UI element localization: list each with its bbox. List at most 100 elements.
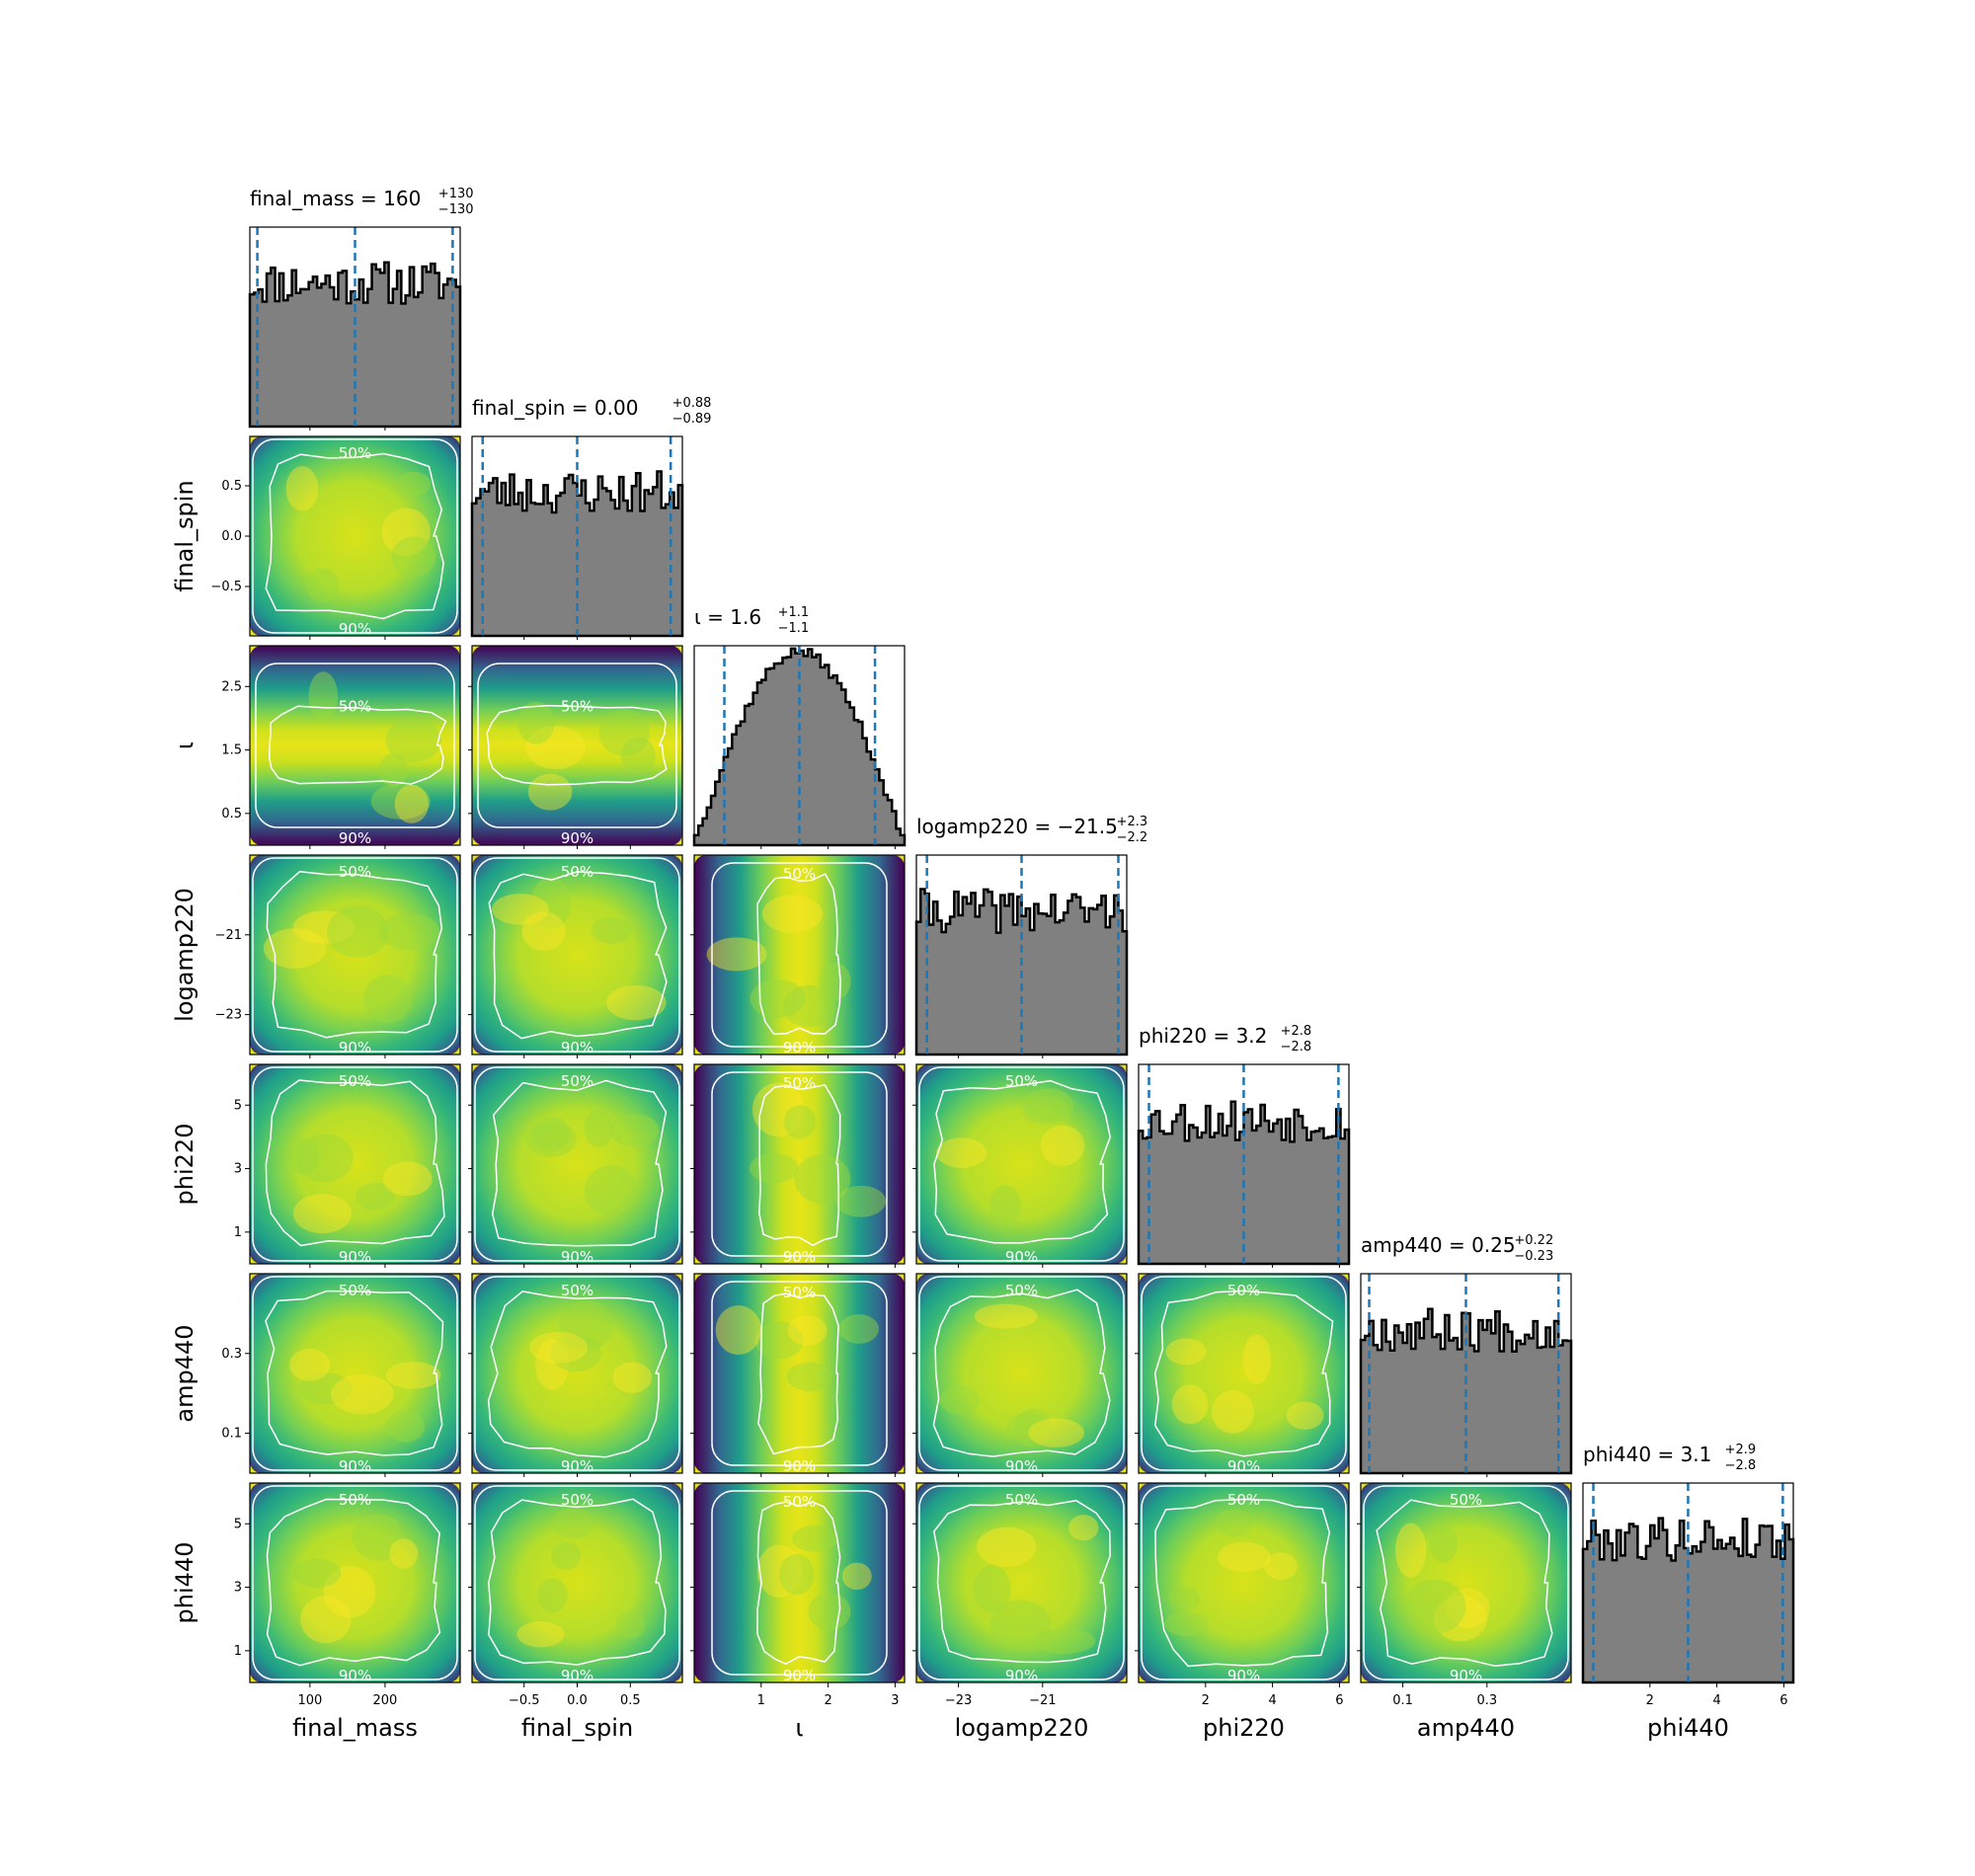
density-blob — [1032, 1628, 1096, 1654]
density-blob — [1068, 1515, 1099, 1541]
density-blob — [379, 913, 439, 950]
density-field — [472, 1064, 682, 1264]
contour-90 — [252, 1276, 458, 1471]
density-blob — [1040, 1125, 1085, 1166]
panel-frame — [915, 1482, 1128, 1683]
x-tick-label: 2 — [1646, 1693, 1654, 1708]
density-blob — [1214, 1509, 1253, 1537]
density-blob — [292, 1193, 352, 1234]
density-blob — [977, 1526, 1037, 1568]
density-blob — [620, 737, 656, 774]
density-blob — [300, 1596, 352, 1644]
density-field — [916, 1274, 1127, 1473]
density-panel-final_spin-logamp220: 50% 90% — [468, 854, 683, 1058]
density-field — [250, 1064, 460, 1264]
contour-label-50: 50% — [339, 1072, 371, 1090]
contour-50 — [757, 1292, 839, 1455]
y-axis-label-final_spin: final_spin — [171, 480, 198, 591]
panel-frame — [1138, 1273, 1350, 1474]
density-blob — [370, 783, 431, 820]
contour-label-90: 90% — [561, 1248, 593, 1266]
density-field — [1139, 1483, 1349, 1682]
density-panel-final_spin-phi440: 50% 90% −0.5 0.0 0.5 final_spin — [468, 1482, 683, 1742]
density-blob — [591, 916, 632, 944]
contour-label-90: 90% — [339, 620, 371, 638]
density-blob — [492, 894, 549, 925]
panel-frame — [693, 1063, 906, 1265]
contour-90 — [252, 857, 458, 1053]
title-prefix: final_mass = — [250, 187, 383, 210]
density-panel-final_spin-iota: 50% 90% — [468, 645, 683, 849]
density-blob — [761, 895, 824, 933]
density-blob — [1163, 1611, 1209, 1636]
contour-50 — [488, 871, 668, 1040]
density-panel-logamp220-phi440: 50% 90% −23 −21 logamp220 — [912, 1482, 1128, 1742]
density-blob — [612, 1362, 653, 1393]
density-blob — [297, 1372, 353, 1405]
density-blob — [1429, 1524, 1458, 1563]
density-panel-iota-logamp220: 50% 90% — [690, 854, 906, 1058]
density-blob — [791, 1524, 838, 1552]
title-prefix: phi440 = — [1583, 1443, 1681, 1466]
y-tick-label: 5 — [234, 1098, 242, 1113]
density-blob — [381, 508, 431, 556]
title-median: 0.25 — [1471, 1233, 1516, 1257]
hist-panel-logamp220: logamp220 = −21.5+2.3−2.2 — [914, 815, 1147, 1058]
title-prefix: final_spin = — [472, 396, 594, 420]
contour-label-50: 50% — [783, 1493, 816, 1511]
density-blob — [308, 671, 339, 722]
density-blob — [525, 1122, 577, 1157]
contour-50 — [1153, 1290, 1334, 1457]
contour-90 — [252, 1066, 458, 1262]
y-tick-label: 3 — [234, 1162, 242, 1177]
density-blob — [786, 1362, 832, 1392]
density-blob — [389, 1538, 419, 1569]
hist-panel-phi440: phi440 = 3.1 +2.9−2.8 2 4 6 phi440 — [1581, 1443, 1795, 1742]
panel-frame — [915, 1063, 1128, 1265]
density-blob — [609, 1114, 660, 1147]
contour-90 — [255, 663, 455, 828]
contour-label-50: 50% — [339, 698, 371, 716]
title-minus-final_spin: −0.89 — [672, 412, 712, 427]
density-blob — [327, 905, 389, 959]
contour-label-50: 50% — [1227, 1491, 1260, 1509]
density-panel-final_spin-phi220: 50% 90% — [468, 1063, 683, 1268]
contour-label-50: 50% — [1227, 1282, 1260, 1299]
contour-label-50: 50% — [783, 865, 816, 883]
contour-90 — [474, 1066, 680, 1262]
density-field — [472, 1483, 682, 1682]
density-blob — [529, 1331, 588, 1364]
density-blob — [517, 701, 555, 744]
hist-panel-final_mass: final_mass = 160 +130−130 — [248, 187, 474, 430]
contour-90 — [711, 1071, 888, 1257]
hist-panel-phi220: phi220 = 3.2 +2.8−2.8 — [1137, 1024, 1351, 1268]
y-tick-label: 0.5 — [221, 479, 242, 494]
contour-90 — [918, 1276, 1125, 1471]
y-tick-label: 1 — [234, 1225, 242, 1240]
contour-label-50: 50% — [783, 1284, 816, 1301]
density-panel-phi220-phi440: 50% 90% 2 4 6 phi220 — [1135, 1482, 1350, 1742]
contour-label-90: 90% — [783, 1248, 816, 1266]
density-blob — [1014, 1408, 1052, 1447]
density-panel-iota-amp440: 50% 90% — [690, 1273, 906, 1477]
title-median: 160 — [383, 187, 421, 210]
y-tick-label: 0.0 — [221, 529, 242, 544]
contour-label-50: 50% — [339, 1282, 371, 1299]
x-tick-label: 2 — [1202, 1693, 1210, 1708]
density-blob — [530, 877, 572, 929]
density-blob — [532, 1116, 571, 1152]
y-tick-label: 0.1 — [221, 1427, 242, 1442]
title-prefix: logamp220 = — [916, 815, 1058, 838]
contour-90 — [711, 1281, 888, 1466]
contour-90 — [474, 857, 680, 1053]
contour-50 — [933, 1500, 1111, 1664]
contour-label-50: 50% — [339, 444, 371, 462]
density-field — [250, 1274, 460, 1473]
density-blob — [1022, 1096, 1070, 1125]
title-plus-iota: +1.1 — [778, 605, 810, 620]
density-blob — [527, 773, 573, 811]
density-blob — [295, 1133, 354, 1183]
contour-label-50: 50% — [561, 698, 593, 716]
density-field — [916, 1483, 1127, 1682]
